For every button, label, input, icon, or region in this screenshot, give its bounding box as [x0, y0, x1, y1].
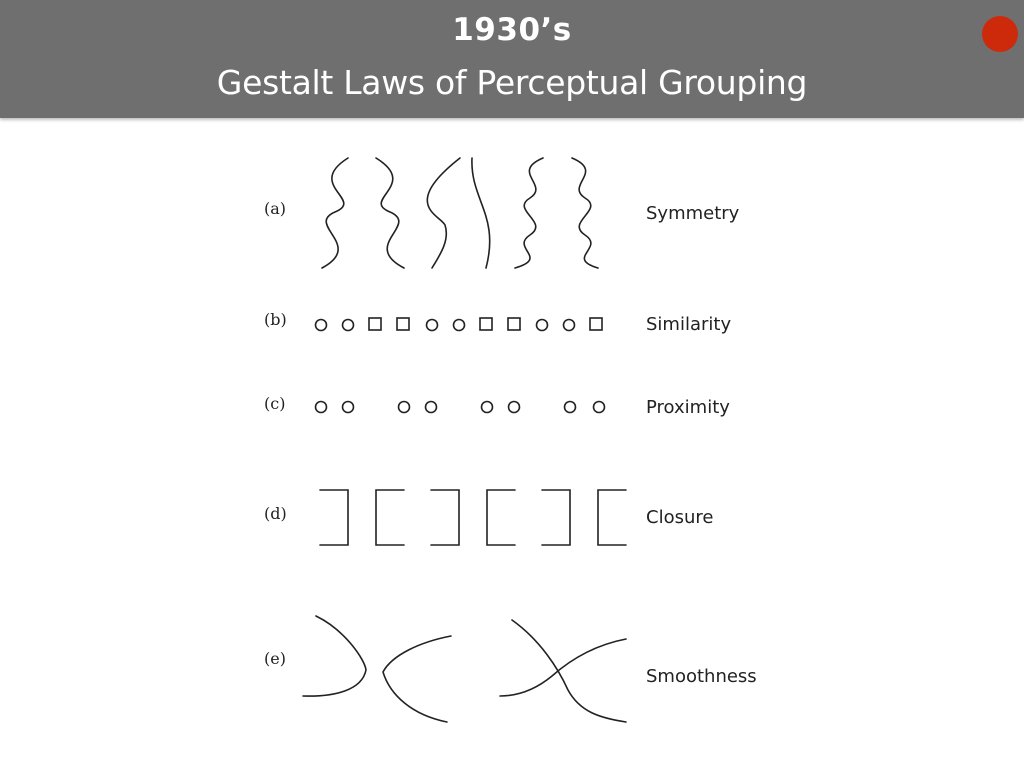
row-tag-e: (e): [264, 649, 286, 668]
symmetry-curve: [471, 157, 491, 269]
symmetry-curve: [571, 157, 599, 269]
closure-bracket: [597, 489, 627, 546]
slide-title: Gestalt Laws of Perceptual Grouping: [216, 63, 808, 102]
similarity-circle: [562, 318, 576, 332]
closure-bracket: [430, 489, 460, 546]
similarity-circle: [425, 318, 439, 332]
proximity-circle: [480, 400, 494, 414]
proximity-circle: [314, 400, 328, 414]
smoothness-curve: [382, 635, 452, 723]
proximity-circle: [424, 400, 438, 414]
symmetry-curve: [321, 157, 349, 269]
row-label-symmetry: Symmetry: [646, 203, 740, 224]
closure-brackets: [319, 489, 627, 546]
similarity-square: [368, 317, 382, 331]
proximity-circle: [592, 400, 606, 414]
row-label-similarity: Similarity: [646, 314, 731, 335]
row-tag-c: (c): [264, 394, 285, 413]
closure-bracket: [541, 489, 571, 546]
record-dot-icon: [982, 16, 1018, 52]
symmetry-curve: [375, 157, 405, 269]
closure-bracket: [319, 489, 349, 546]
slide-year: 1930’s: [452, 12, 572, 48]
similarity-shapes: [314, 317, 603, 332]
row-label-proximity: Proximity: [646, 397, 730, 418]
similarity-circle: [535, 318, 549, 332]
smoothness-curve: [511, 619, 627, 723]
similarity-circle: [341, 318, 355, 332]
row-label-closure: Closure: [646, 507, 713, 528]
similarity-circle: [314, 318, 328, 332]
proximity-circle: [507, 400, 521, 414]
closure-bracket: [486, 489, 516, 546]
symmetry-curve: [514, 157, 544, 269]
proximity-circle: [341, 400, 355, 414]
similarity-square: [396, 317, 410, 331]
proximity-circle: [563, 400, 577, 414]
similarity-square: [589, 317, 603, 331]
similarity-square: [479, 317, 493, 331]
symmetry-curve: [426, 157, 461, 269]
proximity-circle: [397, 400, 411, 414]
proximity-circles: [314, 400, 606, 414]
closure-bracket: [375, 489, 405, 546]
smoothness-curve: [302, 615, 367, 697]
symmetry-curves: [321, 157, 599, 269]
smoothness-curve: [499, 638, 627, 697]
row-label-smoothness: Smoothness: [646, 666, 757, 687]
row-tag-a: (a): [264, 199, 286, 218]
smoothness-curves: [302, 615, 627, 723]
row-tag-b: (b): [264, 310, 287, 329]
slide-header: 1930’s Gestalt Laws of Perceptual Groupi…: [0, 0, 1024, 118]
row-tag-d: (d): [264, 504, 287, 523]
similarity-square: [507, 317, 521, 331]
similarity-circle: [452, 318, 466, 332]
